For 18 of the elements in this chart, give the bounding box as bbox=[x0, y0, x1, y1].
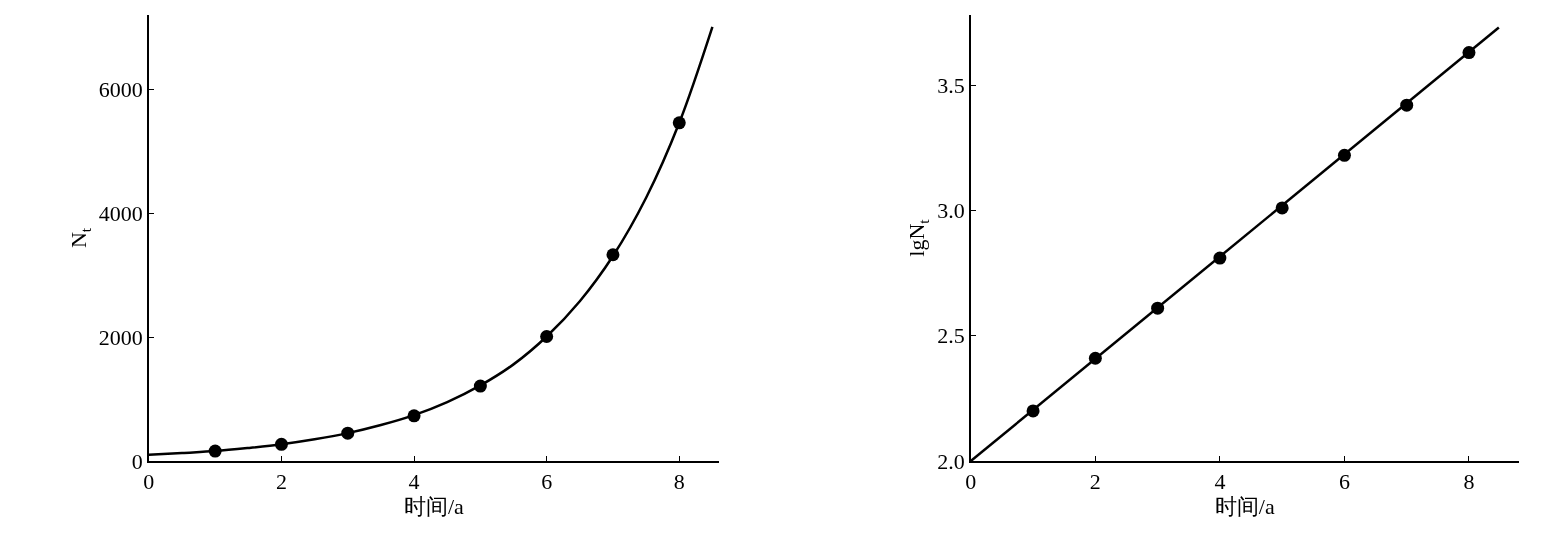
x-tick-label: 4 bbox=[1214, 469, 1226, 495]
x-axis-title: 时间/a bbox=[1214, 494, 1275, 520]
y-tick-label: 2000 bbox=[98, 324, 143, 350]
y-tick-label: 4000 bbox=[98, 200, 143, 226]
x-axis-title: 时间/a bbox=[404, 494, 465, 520]
y-tick-label: 2.5 bbox=[937, 323, 965, 349]
x-tick-label: 8 bbox=[673, 469, 685, 495]
x-tick-label: 6 bbox=[1338, 469, 1350, 495]
y-tick-label: 6000 bbox=[98, 77, 143, 103]
y-tick-label: 0 bbox=[131, 448, 143, 474]
x-tick-label: 2 bbox=[275, 469, 287, 495]
y-tick-label: 2.0 bbox=[937, 448, 965, 474]
x-tick-label: 2 bbox=[1089, 469, 1101, 495]
y-tick-label: 3.5 bbox=[937, 72, 965, 98]
x-tick-label: 8 bbox=[1463, 469, 1475, 495]
x-tick-label: 6 bbox=[541, 469, 553, 495]
x-tick-label: 4 bbox=[408, 469, 420, 495]
y-tick-label: 3.0 bbox=[937, 198, 965, 224]
